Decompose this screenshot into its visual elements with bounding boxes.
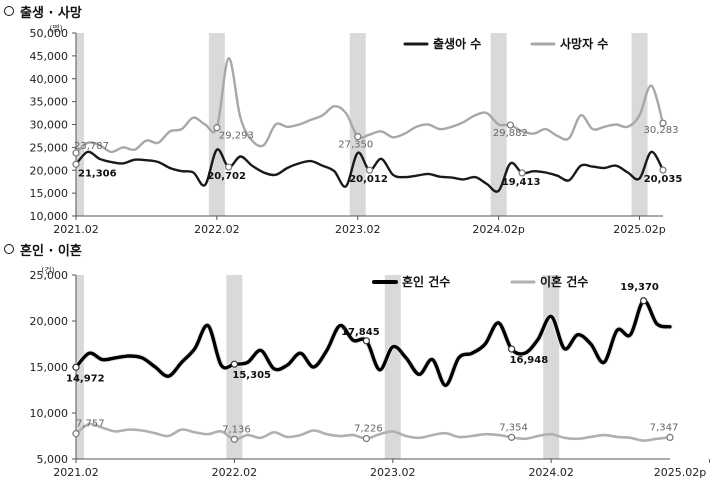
marriage-divorce-y-tick-label-4: 5,000 <box>37 453 69 466</box>
birth-death-x-tick-label-1: 2022.02 <box>194 223 240 236</box>
birth-death-x-tick-label-4: 2025.02p <box>613 223 665 236</box>
birth-death-y-tick-label-1: 45,000 <box>30 50 69 63</box>
marriage-divorce-x-tick-label-3: 2024.02 <box>528 466 574 479</box>
marriage-divorce-x-tick-label-0: 2021.02 <box>53 466 99 479</box>
marriage-divorce-x-tick-label-2: 2023.02 <box>370 466 416 479</box>
birth-death-series-1-data-label-4: 30,283 <box>644 125 679 136</box>
marriage-divorce-series-1-marker-2 <box>362 434 370 443</box>
circle-bullet-icon <box>4 244 14 254</box>
birth-death-x-tick-label-0: 2021.02 <box>53 223 99 236</box>
marriage-divorce-series-1-marker-4 <box>666 433 674 442</box>
marriage-divorce-chart: 25,000 20,000 15,000 10,000 5,000 (건) 2021.02 2… <box>30 265 710 479</box>
birth-death-series-1-data-label-1: 29,293 <box>219 131 254 142</box>
birth-death-series-1-data-label-2: 27,350 <box>338 140 373 151</box>
birth-death-series-0-data-label-2: 20,012 <box>349 174 388 185</box>
marriage-divorce-legend-label-0: 혼인 건수 <box>402 274 450 289</box>
birth-death-y-tick-label-8: 10,000 <box>30 210 69 223</box>
birth-death-series-0-data-label-1: 20,702 <box>207 171 246 182</box>
birth-death-shaded-band-0 <box>76 33 84 216</box>
marriage-divorce-series-0-data-label-1: 15,305 <box>232 370 271 381</box>
marriage-divorce-series-1-marker-0 <box>72 430 80 438</box>
marriage-divorce-y-tick-label-1: 20,000 <box>30 315 69 328</box>
section-title-birth-death: 출생 · 사망 <box>4 2 82 21</box>
marriage-divorce-series-1-data-label-2: 7,226 <box>354 424 383 435</box>
birth-death-series-0-data-label-4: 20,035 <box>644 174 683 185</box>
marriage-divorce-y-tick-label-0: 25,000 <box>30 269 69 282</box>
birth-death-shaded-band-2 <box>349 33 366 216</box>
marriage-divorce-series-1-marker-3 <box>508 433 516 441</box>
birth-death-y-tick-label-6: 20,000 <box>30 164 69 177</box>
birth-death-chart: 50,000 45,000 40,000 35,000 30,000 25,000 20,0… <box>30 23 683 236</box>
birth-death-series-0-data-label-0: 21,306 <box>78 168 117 179</box>
marriage-divorce-series-0-data-label-3: 16,948 <box>510 355 549 366</box>
marriage-divorce-series-0-line <box>74 299 672 388</box>
marriage-divorce-series-0-marker-3 <box>508 345 516 353</box>
marriage-divorce-series-1-data-label-3: 7,354 <box>499 422 528 433</box>
birth-death-series-1-marker-2 <box>354 133 362 141</box>
marriage-divorce-shaded-band-0 <box>76 275 84 459</box>
marriage-divorce-shaded-band-2 <box>384 275 401 459</box>
birth-death-series-1-marker-3 <box>506 121 514 129</box>
marriage-divorce-series-0-data-label-2: 17,845 <box>341 327 380 338</box>
marriage-divorce-series-0-marker-1 <box>230 360 238 368</box>
marriage-divorce-y-tick-label-2: 15,000 <box>30 361 69 374</box>
section-title-marriage-divorce: 혼인 · 이혼 <box>4 240 82 259</box>
birth-death-y-tick-label-4: 30,000 <box>30 119 69 132</box>
birth-death-y-tick-label-0: 50,000 <box>30 27 69 40</box>
marriage-divorce-series-1-data-label-4: 7,347 <box>650 422 679 433</box>
marriage-divorce-series-0-marker-2 <box>362 337 370 345</box>
circle-bullet-icon <box>4 6 14 16</box>
marriage-divorce-legend-label-1: 이혼 건수 <box>540 274 588 289</box>
birth-death-series-0-marker-1 <box>225 163 233 171</box>
birth-death-series-0-data-label-3: 19,413 <box>502 177 541 188</box>
birth-death-series-1-marker-1 <box>213 124 221 132</box>
birth-death-unit-label: (명) <box>49 23 63 33</box>
birth-death-series-0-marker-2 <box>365 166 374 174</box>
birth-death-x-tick-label-2: 2023.02 <box>335 223 381 236</box>
birth-death-legend-label-0: 출생아 수 <box>433 36 481 51</box>
marriage-divorce-series-0-data-label-0: 14,972 <box>66 373 105 384</box>
marriage-divorce-shaded-band-3 <box>543 275 560 459</box>
marriage-divorce-series-1-line <box>74 422 672 442</box>
marriage-divorce-unit-label: (건) <box>41 265 55 275</box>
birth-death-y-tick-label-5: 25,000 <box>30 141 69 154</box>
birth-death-series-0-marker-0 <box>72 160 80 168</box>
marriage-divorce-series-0-outline <box>73 298 673 389</box>
birth-death-y-tick-label-2: 40,000 <box>30 73 69 86</box>
birth-death-series-1-data-label-0: 23,787 <box>74 141 109 152</box>
birth-death-series-0-marker-3 <box>518 169 526 177</box>
marriage-divorce-series-1-marker-1 <box>230 435 238 443</box>
birth-death-x-tick-label-3: 2024.02p <box>472 223 524 236</box>
marriage-divorce-series-1-data-label-0: 7,757 <box>76 419 105 430</box>
birth-death-series-0-marker-4 <box>659 166 667 174</box>
marriage-divorce-y-tick-label-3: 10,000 <box>30 407 69 420</box>
marriage-divorce-series-0-marker-0 <box>72 363 80 371</box>
marriage-divorce-series-1-data-label-1: 7,136 <box>222 424 251 435</box>
birth-death-series-1-data-label-3: 29,882 <box>493 128 528 139</box>
marriage-divorce-series-0-data-label-4: 19,370 <box>620 282 659 293</box>
marriage-divorce-x-tick-label-4: 2025.02p <box>654 466 706 479</box>
marriage-divorce-x-tick-label-1: 2022.02 <box>212 466 258 479</box>
birth-death-y-tick-label-3: 35,000 <box>30 96 69 109</box>
birth-death-series-1-line <box>74 56 665 155</box>
marriage-divorce-series-0-marker-4 <box>639 297 648 305</box>
birth-death-legend-label-1: 사망자 수 <box>560 36 608 51</box>
birth-death-series-1-marker-4 <box>659 119 667 127</box>
birth-death-series-1-marker-0 <box>72 149 80 157</box>
birth-death-y-tick-label-7: 15,000 <box>30 187 69 200</box>
